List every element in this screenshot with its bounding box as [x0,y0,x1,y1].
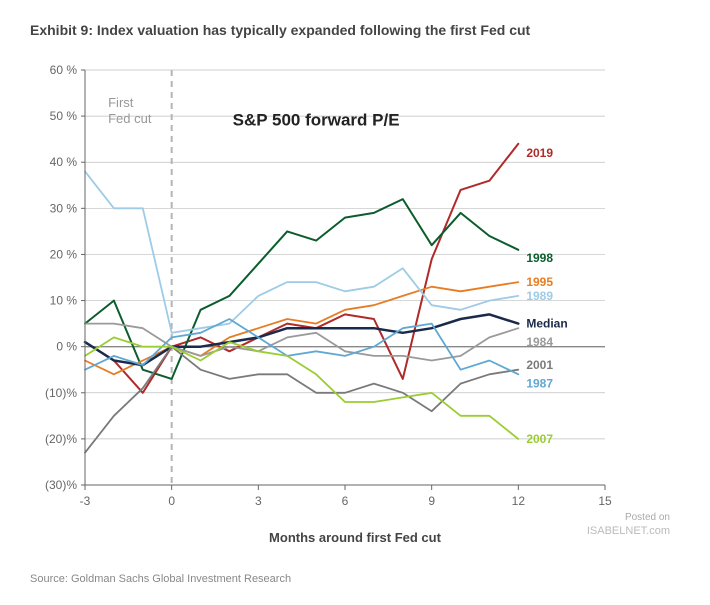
y-tick-label: 30 % [50,201,78,215]
y-tick-label: 60 % [50,63,78,77]
series-label-1989: 1989 [526,289,553,303]
y-tick-label: 0 % [56,340,77,354]
series-label-median: Median [526,317,567,331]
source-text: Source: Goldman Sachs Global Investment … [30,573,291,585]
exhibit-title: Exhibit 9: Index valuation has typically… [30,22,530,38]
series-label-1984: 1984 [526,335,553,349]
y-tick-label: (30)% [45,478,77,492]
chart-area: (30)%(20)%(10)%0 %10 %20 %30 %40 %50 %60… [30,60,680,520]
series-label-1998: 1998 [526,251,553,265]
series-label-2019: 2019 [526,146,553,160]
x-tick-label: -3 [80,494,91,508]
series-label-2001: 2001 [526,358,553,372]
y-tick-label: 50 % [50,109,78,123]
x-tick-label: 15 [598,494,612,508]
x-axis-label: Months around first Fed cut [30,530,680,545]
y-tick-label: 10 % [50,294,78,308]
watermark-site: ISABELNET.com [587,525,670,537]
x-tick-label: 9 [428,494,435,508]
watermark-posted: Posted on [625,512,670,523]
inner-chart-title: S&P 500 forward P/E [233,110,400,129]
y-tick-label: (20)% [45,432,77,446]
x-tick-label: 6 [342,494,349,508]
series-label-1987: 1987 [526,377,553,391]
x-tick-label: 3 [255,494,262,508]
x-tick-label: 0 [168,494,175,508]
fed-cut-annotation: First [108,95,134,110]
y-tick-label: (10)% [45,386,77,400]
y-tick-label: 40 % [50,155,78,169]
y-tick-label: 20 % [50,247,78,261]
series-label-1995: 1995 [526,275,553,289]
fed-cut-annotation: Fed cut [108,111,152,126]
series-label-2007: 2007 [526,432,553,446]
x-tick-label: 12 [512,494,526,508]
